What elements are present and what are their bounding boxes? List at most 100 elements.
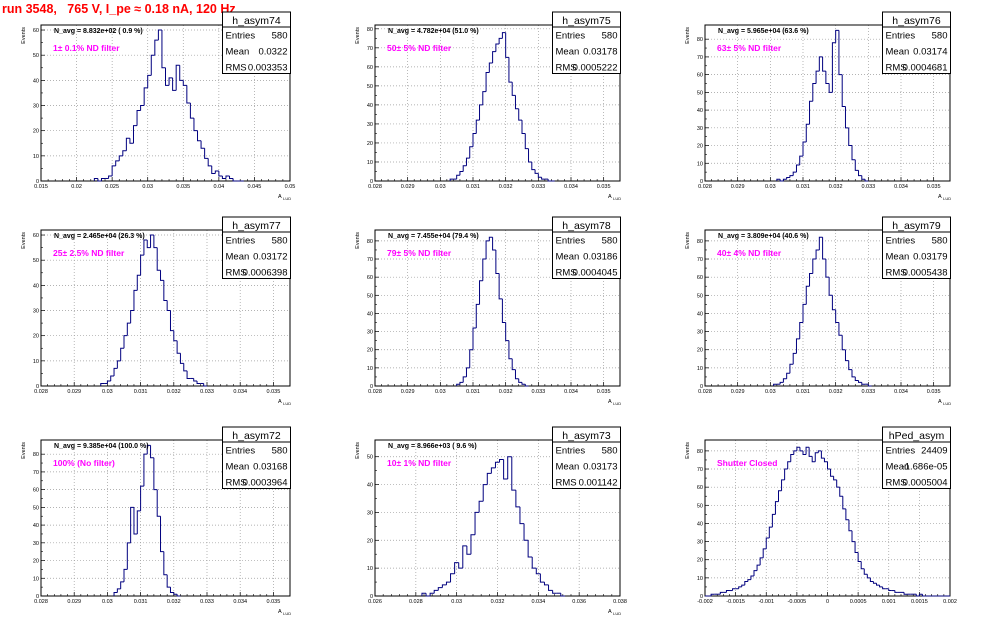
histogram-bin [820,450,825,459]
x-tick-label: 0.029 [67,389,81,395]
x-axis-subscript: LUD [283,611,291,616]
plot-frame [40,229,291,387]
stats-box: hPed_asym Entries 24409 Mean-1.686e-05 RMS0.… [882,426,951,489]
x-axis-title: A LUD [608,399,621,406]
histogram-bin [505,322,509,342]
stats-value: 580 [932,31,948,42]
hist-name: h_asym72 [232,430,281,442]
histogram-bin [528,148,532,163]
y-tick-label: 40 [697,311,703,317]
y-tick-label: 40 [33,283,39,289]
y-tick-label: 60 [33,488,39,494]
histogram-panel-h_asym75: 0.028 0.029 0.03 0.031 0.032 0.033 0.034 0.035 0… [355,11,621,201]
y-tick-label: 30 [367,510,373,516]
histogram-bin [725,590,730,593]
histogram-bin [802,141,807,157]
histogram-bin [492,51,496,64]
y-tick-label: 80 [367,239,373,245]
stats-label: Mean [226,47,250,58]
y-tick-label: 80 [697,449,703,455]
histogram-bin [828,277,833,296]
histogram-bin [469,146,473,159]
histogram-bin [505,32,509,58]
x-tick-label: 0.036 [572,599,586,605]
stats-value: 0.03178 [583,47,617,58]
y-tick-label: 50 [367,293,373,299]
histogram-bin [838,322,843,336]
histogram-bin [778,490,782,502]
histogram-bin [143,87,148,106]
histogram-bin [140,254,144,276]
histogram-bin [454,562,459,574]
x-tick-label: 0.035 [267,599,281,605]
histogram-bin [225,175,230,179]
histogram-bin [815,70,820,84]
y-tick-label: 10 [697,161,703,167]
x-tick-label: 0.031 [134,599,148,605]
histogram-bin [781,479,785,491]
filter-label: 50± 5% ND filter [387,43,452,53]
histogram-bin [136,510,141,534]
histogram-bin [882,586,886,590]
histogram-bin [541,177,545,180]
histogram-bin [173,330,178,342]
histogram-bin [100,382,105,386]
x-tick-label: 0.04 [213,184,224,190]
histogram-bin [833,476,837,481]
histogram-bin [765,537,770,549]
stats-label: Entries [886,446,916,457]
y-tick-label: 30 [367,122,373,128]
histogram-bin [869,577,874,582]
x-tick-label: 0.025 [105,184,119,190]
histogram-bin [462,545,467,569]
histogram-bin [771,513,776,528]
histogram-bin [812,83,817,102]
histogram-bin [822,237,826,260]
histogram-bin [203,383,207,387]
histogram-bin [126,542,131,570]
histogram-bin [876,583,880,586]
stats-label: Entries [556,236,586,247]
y-tick-label: 70 [697,257,703,263]
y-tick-label: 20 [697,348,703,354]
histogram-bin [179,65,184,81]
x-tick-label: 0.028 [34,599,48,605]
hist-name: h_asym77 [232,220,281,232]
x-tick-label: 0.03 [102,599,113,605]
y-tick-label: 60 [697,73,703,79]
histogram-bin [110,375,115,381]
stats-box: h_asym78 Entries 580 Mean 0.03186 RMS0.000404… [552,216,621,279]
histogram-bin [116,360,121,369]
filter-label: 25± 2.5% ND filter [53,248,125,258]
stats-box-frame [552,11,621,74]
filter-label: Shutter Closed [717,458,777,468]
y-axis-title: Events [355,27,361,44]
x-tick-label: 0.032 [167,599,181,605]
histogram-bin [521,382,526,385]
histogram-bin [838,30,843,76]
histogram-bin [799,447,803,452]
y-tick-label: 40 [367,103,373,109]
histogram-bin [805,446,810,455]
y-tick-label: 20 [367,141,373,147]
histogram-bin [851,530,856,543]
x-tick-label: 0.028 [368,389,382,395]
histogram-bin [437,587,443,591]
x-tick-label: 0.035 [927,389,941,395]
histogram-bin [514,369,519,380]
plot-frame [374,229,621,387]
histogram-bin [490,467,496,474]
stats-label: RMS [556,63,577,74]
x-tick-label: -0.002 [697,599,713,605]
histogram-bin [445,581,451,585]
histogram-bin [459,170,464,176]
x-tick-label: 0.03 [451,599,462,605]
x-tick-label: 0.031 [466,184,480,190]
stats-label: RMS [886,268,907,279]
x-tick-label: 0.032 [829,389,843,395]
histogram-bin [539,573,545,583]
histogram-bin [501,298,506,324]
histogram-bin [508,57,513,83]
y-tick-label: 40 [33,523,39,529]
y-tick-label: 50 [33,53,39,59]
